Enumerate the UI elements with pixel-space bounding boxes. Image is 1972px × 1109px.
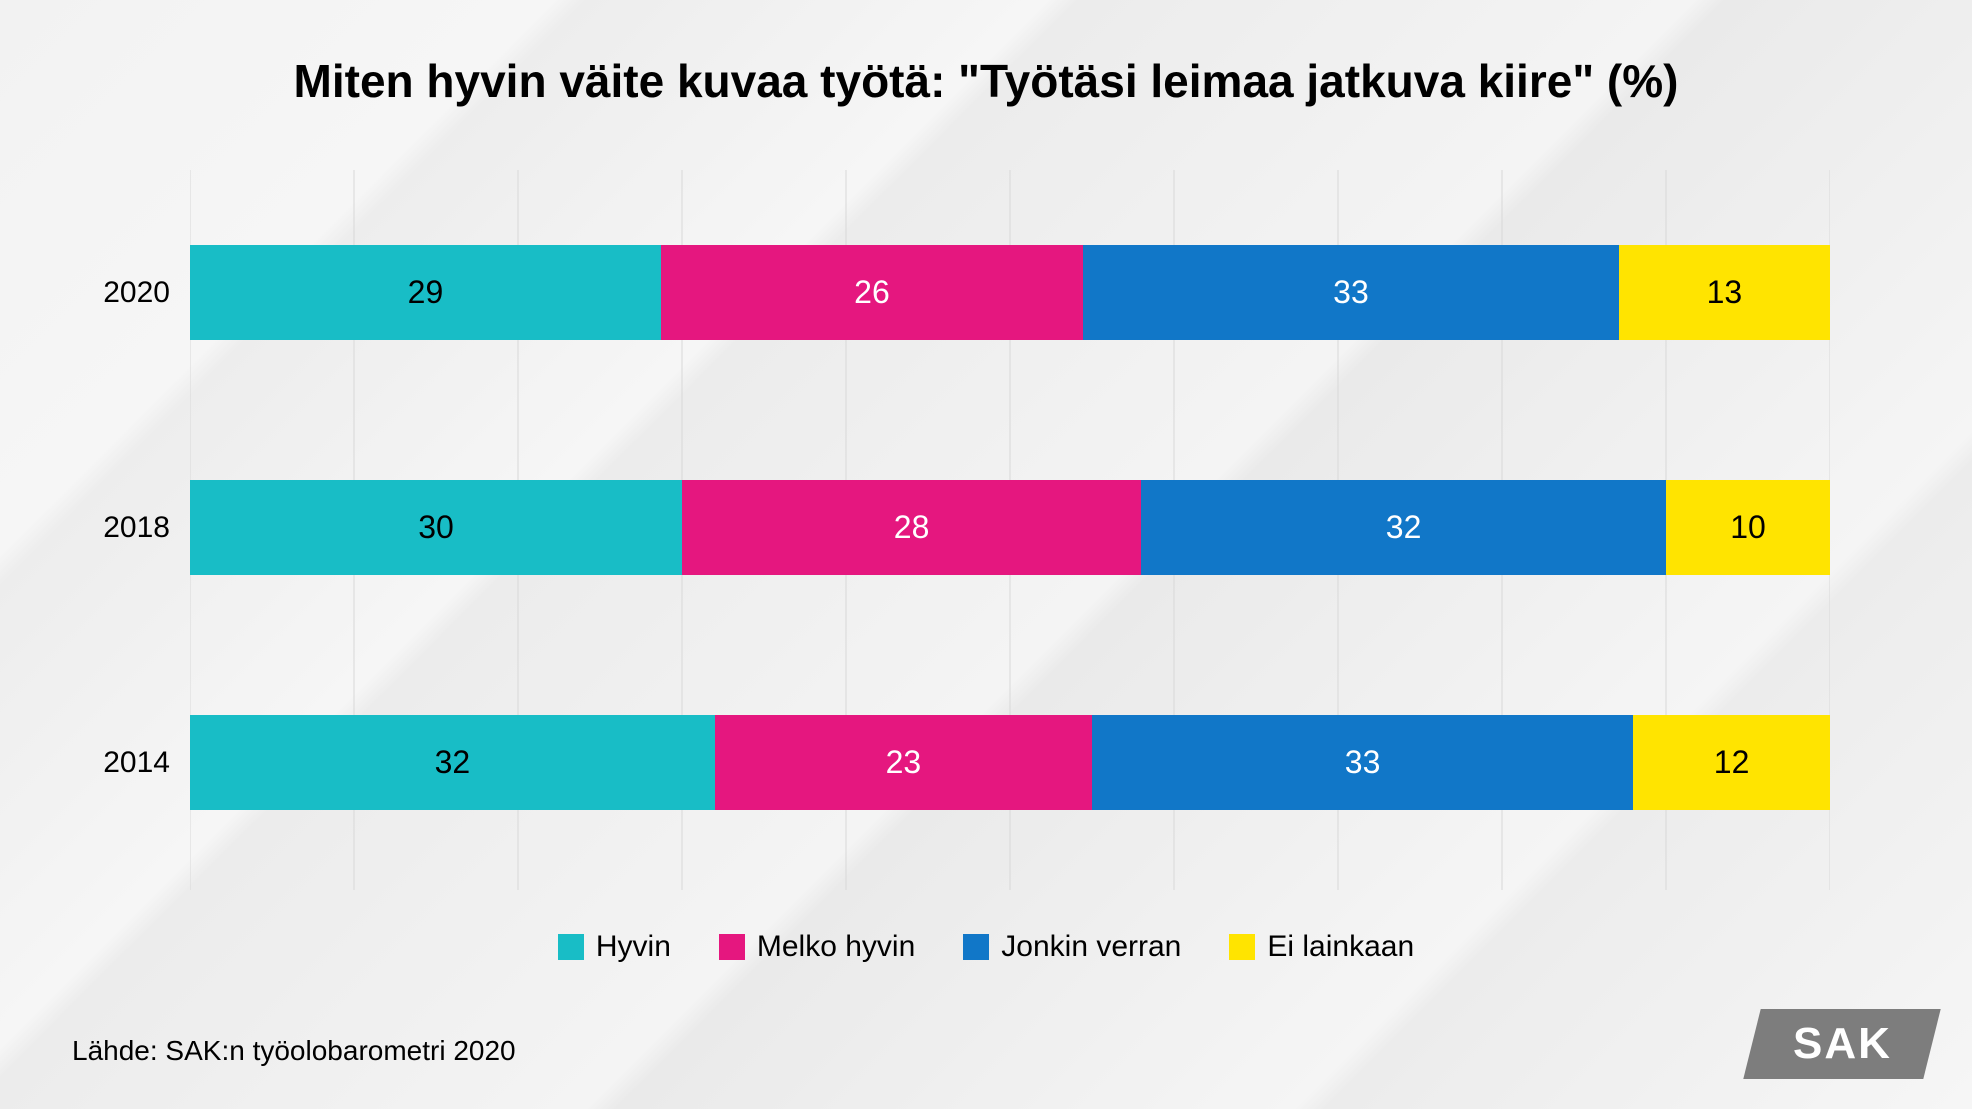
legend-item: Ei lainkaan <box>1229 930 1414 964</box>
sak-logo: SAK <box>1743 1009 1940 1079</box>
y-axis-label: 2014 <box>70 746 170 780</box>
bar-segment: 32 <box>1141 480 1666 575</box>
bar-segment: 23 <box>715 715 1092 810</box>
legend-item: Melko hyvin <box>719 930 915 964</box>
y-axis-label: 2020 <box>70 276 170 310</box>
sak-logo-text: SAK <box>1793 1019 1892 1069</box>
bar-row: 201830283210 <box>190 480 1830 575</box>
bar-segment: 10 <box>1666 480 1830 575</box>
legend-label: Hyvin <box>596 930 671 964</box>
bar-segment: 33 <box>1083 245 1619 340</box>
legend-swatch <box>558 934 584 960</box>
legend-label: Jonkin verran <box>1001 930 1181 964</box>
legend-item: Hyvin <box>558 930 671 964</box>
bar-segment: 28 <box>682 480 1141 575</box>
bar-segment: 32 <box>190 715 715 810</box>
bar-segment: 30 <box>190 480 682 575</box>
legend-swatch <box>963 934 989 960</box>
bar-segment: 26 <box>661 245 1083 340</box>
legend-item: Jonkin verran <box>963 930 1181 964</box>
legend-label: Ei lainkaan <box>1267 930 1414 964</box>
bar-row: 202029263313 <box>190 245 1830 340</box>
chart-area: 202029263313 201830283210 201432233312 <box>190 170 1830 890</box>
legend: Hyvin Melko hyvin Jonkin verran Ei lainkaan <box>0 930 1972 964</box>
bar-segment: 33 <box>1092 715 1633 810</box>
legend-swatch <box>1229 934 1255 960</box>
legend-swatch <box>719 934 745 960</box>
y-axis-label: 2018 <box>70 511 170 545</box>
bar-row: 201432233312 <box>190 715 1830 810</box>
bar-segment: 13 <box>1619 245 1830 340</box>
source-text: Lähde: SAK:n työolobarometri 2020 <box>72 1035 516 1067</box>
bar-segment: 29 <box>190 245 661 340</box>
legend-label: Melko hyvin <box>757 930 915 964</box>
bar-segment: 12 <box>1633 715 1830 810</box>
chart-title: Miten hyvin väite kuvaa työtä: "Työtäsi … <box>0 54 1972 108</box>
